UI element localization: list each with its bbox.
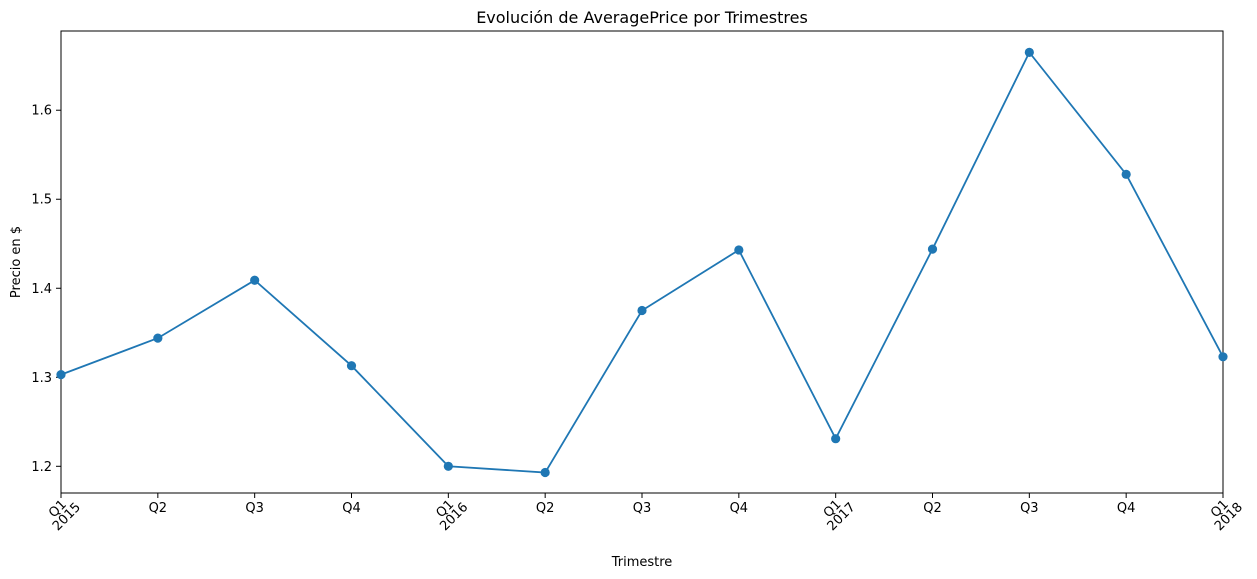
x-tick-label-9: Q2: [923, 501, 942, 516]
chart-title: Evolución de AveragePrice por Trimestres: [476, 8, 808, 27]
y-tick-label-2: 1.4: [31, 282, 52, 297]
x-tick-label-8: Q12017: [816, 492, 858, 534]
data-point-7: [734, 245, 744, 255]
data-point-4: [443, 461, 453, 471]
data-point-9: [927, 244, 938, 254]
x-tick-label-1: Q2: [149, 501, 168, 516]
plot-area: 1.2 1.3 1.4 1.5 1.6 Q12015 Q2 Q3 Q4 Q12016 Q2 Q3 Q4 Q…: [31, 30, 1246, 534]
data-point-8: [831, 434, 841, 444]
axes-frame: [60, 30, 1224, 494]
x-tick-label-6: Q3: [633, 501, 652, 516]
y-tick-label-1: 1.3: [31, 371, 52, 386]
y-tick-label-3: 1.5: [31, 193, 52, 208]
y-tick-label-4: 1.6: [31, 104, 52, 119]
x-tick-label-2: Q3: [245, 501, 264, 516]
data-point-3: [346, 361, 357, 371]
x-tick-label-12: Q12018: [1203, 492, 1245, 534]
data-point-12: [1218, 352, 1228, 362]
x-tick-label-10: Q3: [1020, 501, 1039, 516]
x-tick-label-3: Q4: [342, 501, 361, 516]
x-tick-label-11: Q4: [1117, 501, 1136, 516]
x-axis-label: Trimestre: [611, 555, 673, 570]
data-point-1: [153, 333, 163, 343]
x-tick-label-7: Q4: [730, 501, 749, 516]
data-point-5: [540, 467, 550, 478]
data-point-0: [56, 370, 66, 380]
y-tick-label-0: 1.2: [31, 460, 52, 475]
data-point-6: [637, 305, 647, 316]
y-axis-label: Precio en $: [9, 226, 24, 298]
x-tick-label-4: Q12016: [429, 492, 471, 534]
data-point-11: [1121, 169, 1131, 179]
x-tick-label-0: Q12015: [41, 492, 83, 534]
data-point-2: [250, 275, 260, 285]
x-tick-label-5: Q2: [536, 501, 555, 516]
data-point-10: [1024, 47, 1034, 57]
series-line-0: [60, 50, 1224, 474]
